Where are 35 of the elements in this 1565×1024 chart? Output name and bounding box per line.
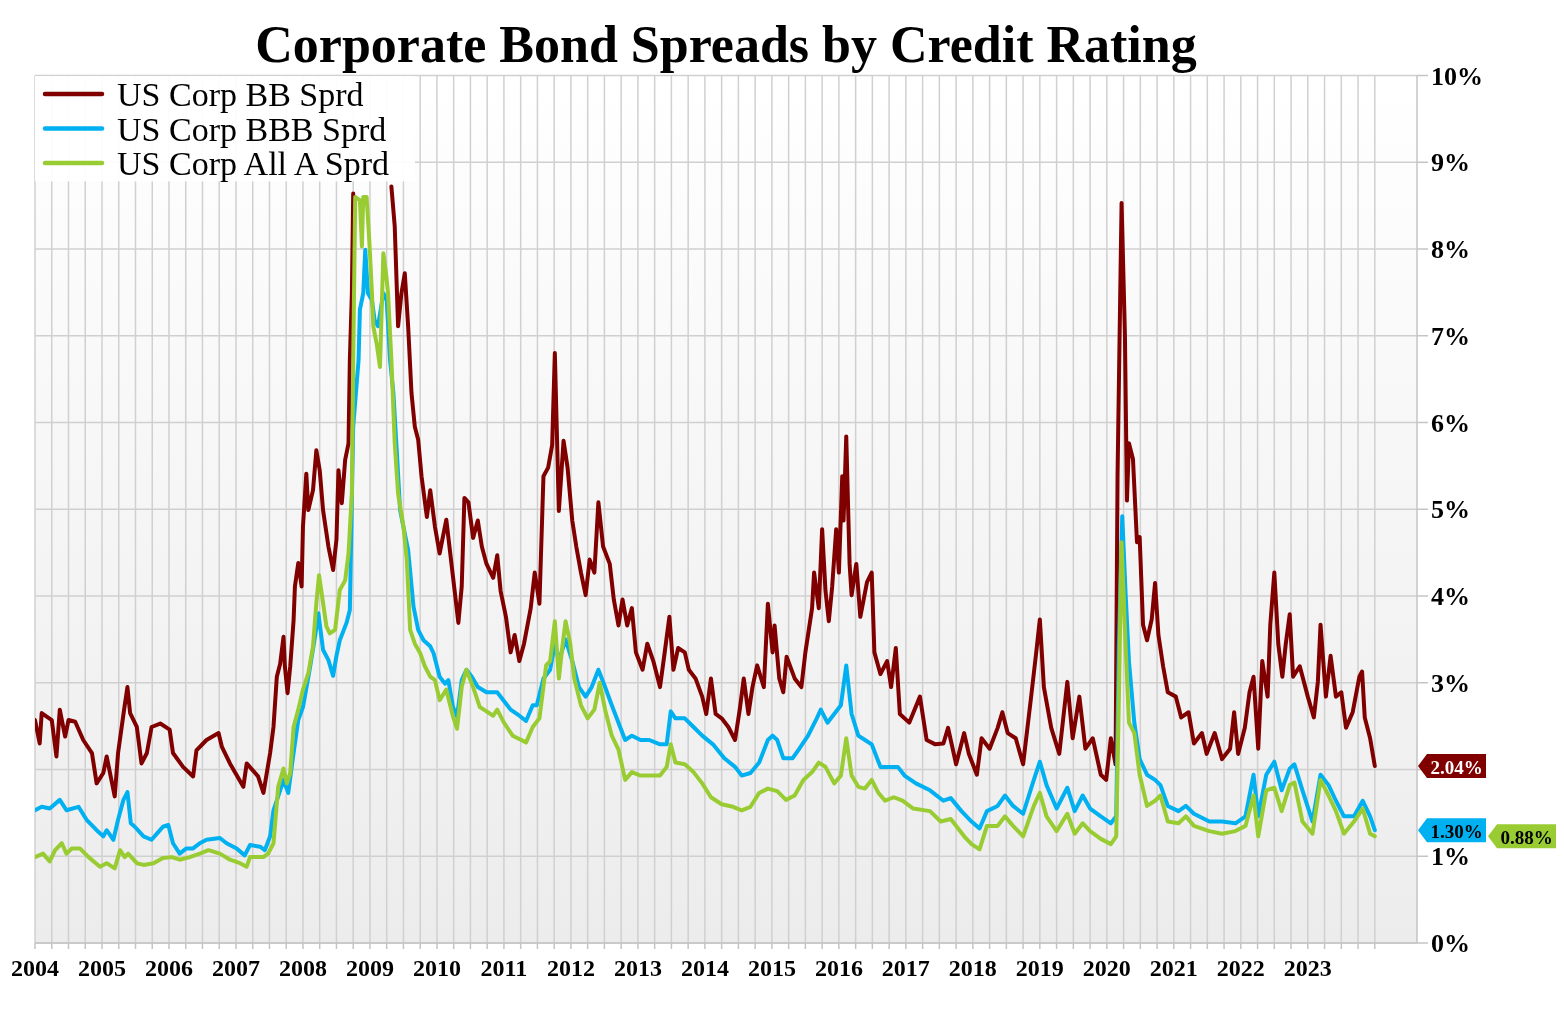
x-tick-label: 2005	[77, 955, 126, 981]
x-tick-label: 2010	[412, 955, 461, 981]
y-tick-label: 7%	[1431, 321, 1470, 351]
y-tick-label: 1%	[1431, 841, 1470, 871]
x-tick-label: 2008	[278, 955, 327, 981]
x-tick-label: 2014	[680, 955, 729, 981]
y-tick-label: 0%	[1431, 928, 1470, 958]
y-tick-label: 9%	[1431, 147, 1470, 177]
y-tick-label: 6%	[1431, 408, 1470, 437]
x-tick-label: 2011	[480, 955, 528, 981]
y-tick-label: 10%	[1431, 61, 1483, 90]
text: 1.30%	[1430, 820, 1483, 842]
x-tick-label: 2020	[1082, 955, 1131, 981]
x-tick-label: 2015	[747, 955, 796, 981]
text: 0.88%	[1500, 826, 1553, 848]
chart-title: Corporate Bond Spreads by Credit Rating	[255, 16, 1197, 73]
y-tick-label: 5%	[1431, 494, 1470, 524]
x-tick-label: 2017	[881, 955, 930, 981]
x-tick-label: 2022	[1216, 955, 1265, 981]
y-tick-label: 8%	[1431, 234, 1470, 264]
x-tick-label: 2012	[546, 955, 595, 981]
x-tick-label: 2016	[814, 955, 863, 981]
x-tick-label: 2004	[11, 955, 59, 981]
x-tick-label: 2007	[211, 955, 260, 981]
x-tick-label: 2023	[1283, 955, 1332, 981]
legend-label: US Corp BB Sprd	[117, 75, 364, 113]
x-tick-label: 2006	[144, 955, 193, 981]
x-tick-label: 2013	[613, 955, 662, 981]
y-tick-label: 4%	[1431, 581, 1470, 611]
x-tick-label: 2019	[1015, 955, 1064, 981]
x-tick-label: 2018	[948, 955, 997, 981]
text: 2.04%	[1430, 756, 1483, 778]
x-tick-label: 2021	[1149, 955, 1198, 981]
y-tick-label: 3%	[1431, 668, 1470, 698]
x-tick-label: 2009	[345, 955, 394, 981]
